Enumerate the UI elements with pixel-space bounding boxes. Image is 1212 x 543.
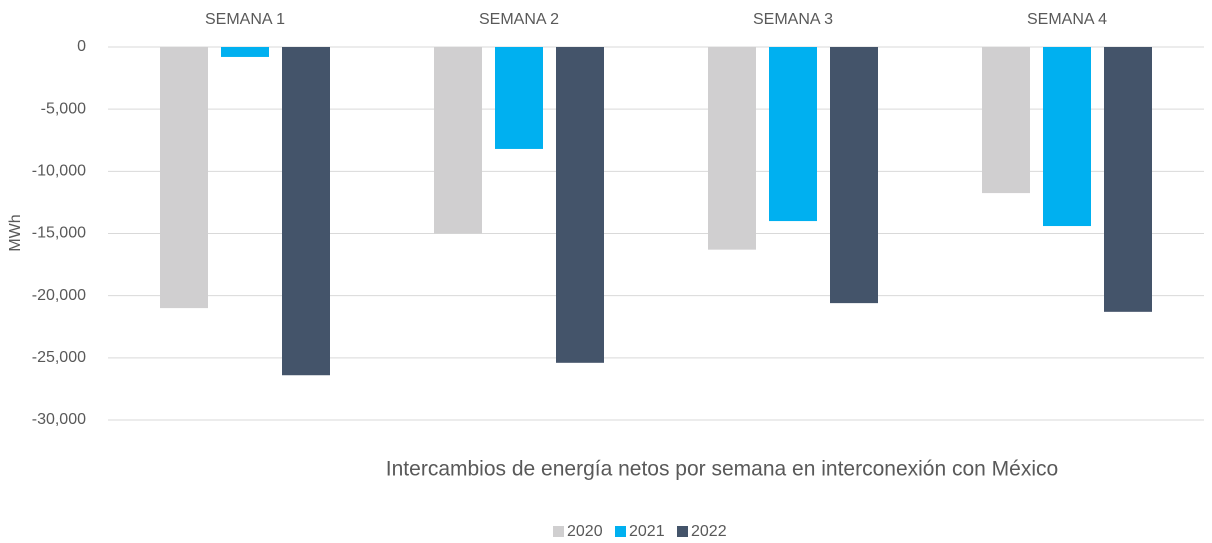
x-tick-label: SEMANA 2 xyxy=(479,11,559,28)
bar xyxy=(434,47,482,234)
bar xyxy=(982,47,1030,194)
y-tick-label: -10,000 xyxy=(32,163,86,180)
y-tick-label: -20,000 xyxy=(32,287,86,304)
bar xyxy=(221,47,269,57)
legend-label: 2020 xyxy=(567,523,603,540)
y-tick-label: 0 xyxy=(77,38,86,55)
x-tick-label: SEMANA 1 xyxy=(205,11,285,28)
chart-title: Intercambios de energía netos por semana… xyxy=(386,458,1058,481)
x-tick-label: SEMANA 3 xyxy=(753,11,833,28)
y-tick-label: -25,000 xyxy=(32,349,86,366)
bar xyxy=(282,47,330,376)
y-axis-label: MWh xyxy=(7,214,24,251)
legend-swatch xyxy=(615,526,626,537)
legend-label: 2022 xyxy=(691,523,727,540)
y-tick-label: -30,000 xyxy=(32,411,86,428)
bar xyxy=(769,47,817,222)
y-tick-label: -5,000 xyxy=(41,100,86,117)
bar xyxy=(708,47,756,250)
legend-label: 2021 xyxy=(629,523,665,540)
y-tick-label: -15,000 xyxy=(32,225,86,242)
legend-swatch xyxy=(677,526,688,537)
bar xyxy=(160,47,208,309)
bar xyxy=(556,47,604,363)
bar xyxy=(495,47,543,149)
bar xyxy=(1043,47,1091,227)
bar xyxy=(830,47,878,304)
legend-swatch xyxy=(553,526,564,537)
bar xyxy=(1104,47,1152,312)
x-tick-label: SEMANA 4 xyxy=(1027,11,1107,28)
